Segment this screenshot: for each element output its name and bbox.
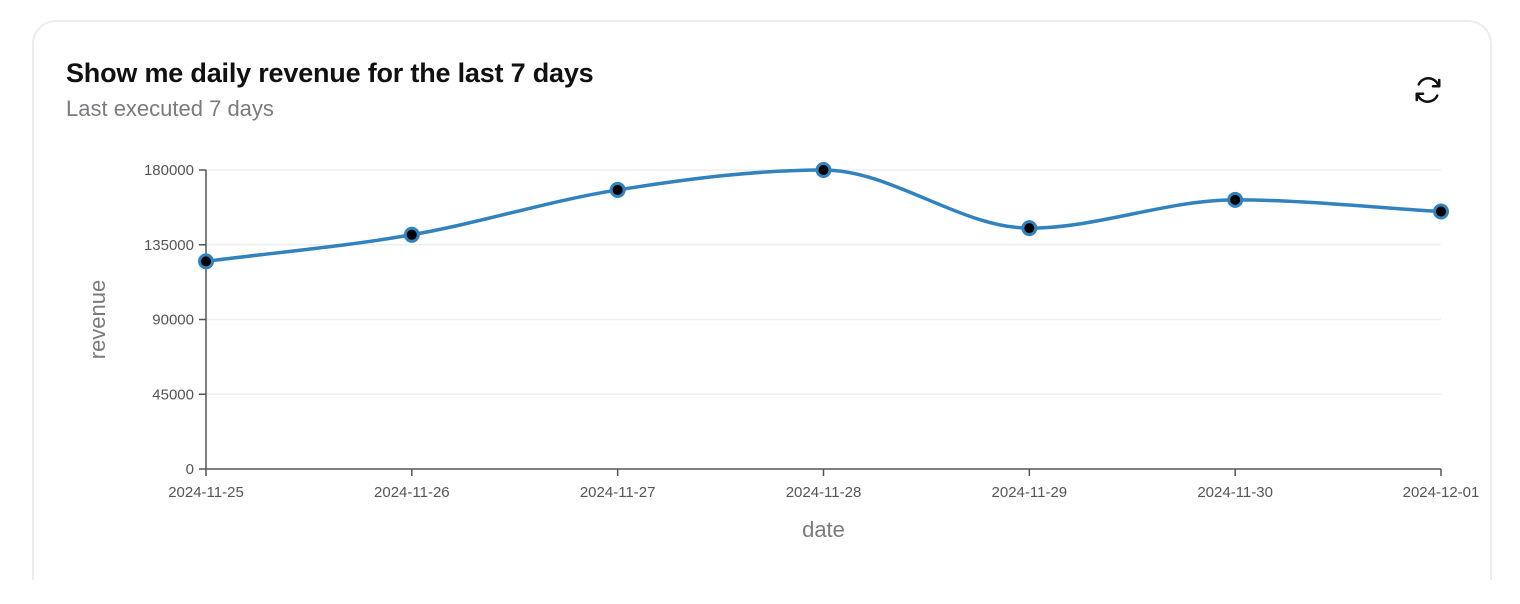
grid-lines: [206, 169, 1441, 395]
data-point[interactable]: [198, 253, 214, 270]
x-tick-label: 2024-11-26: [374, 484, 450, 501]
x-tick-label: 2024-11-28: [786, 484, 862, 501]
y-axis-title: revenue: [85, 280, 110, 360]
y-tick-label: 180000: [144, 162, 194, 179]
card-subtitle: Last executed 7 days: [66, 96, 274, 121]
y-tick-label: 135000: [144, 237, 194, 254]
data-point[interactable]: [403, 226, 420, 243]
data-point[interactable]: [1227, 191, 1244, 208]
data-point[interactable]: [1433, 203, 1449, 220]
data-point[interactable]: [1021, 220, 1038, 237]
data-points: [198, 162, 1449, 270]
x-tick-label: 2024-12-01: [1403, 484, 1480, 501]
x-axis-title: date: [802, 517, 845, 542]
x-tick-label: 2024-11-25: [168, 484, 244, 501]
data-point[interactable]: [815, 162, 832, 178]
y-tick-label: 45000: [152, 386, 194, 403]
data-point[interactable]: [609, 181, 626, 198]
x-tick-label: 2024-11-30: [1197, 484, 1273, 501]
chart-card: [32, 20, 1492, 580]
series-layer: [205, 168, 1442, 264]
card-title: Show me daily revenue for the last 7 day…: [66, 58, 594, 88]
refresh-button[interactable]: [1408, 70, 1448, 110]
y-tick-label: 90000: [152, 312, 194, 329]
x-tick-label: 2024-11-29: [992, 484, 1068, 501]
axes: 0 45000 90000 135000 180000 2024-11-25 2024-11…: [144, 162, 1479, 501]
refresh-icon: [1415, 77, 1441, 103]
series-line: [205, 168, 1442, 264]
x-tick-label: 2024-11-27: [580, 484, 656, 501]
y-tick-label: 0: [186, 461, 194, 478]
